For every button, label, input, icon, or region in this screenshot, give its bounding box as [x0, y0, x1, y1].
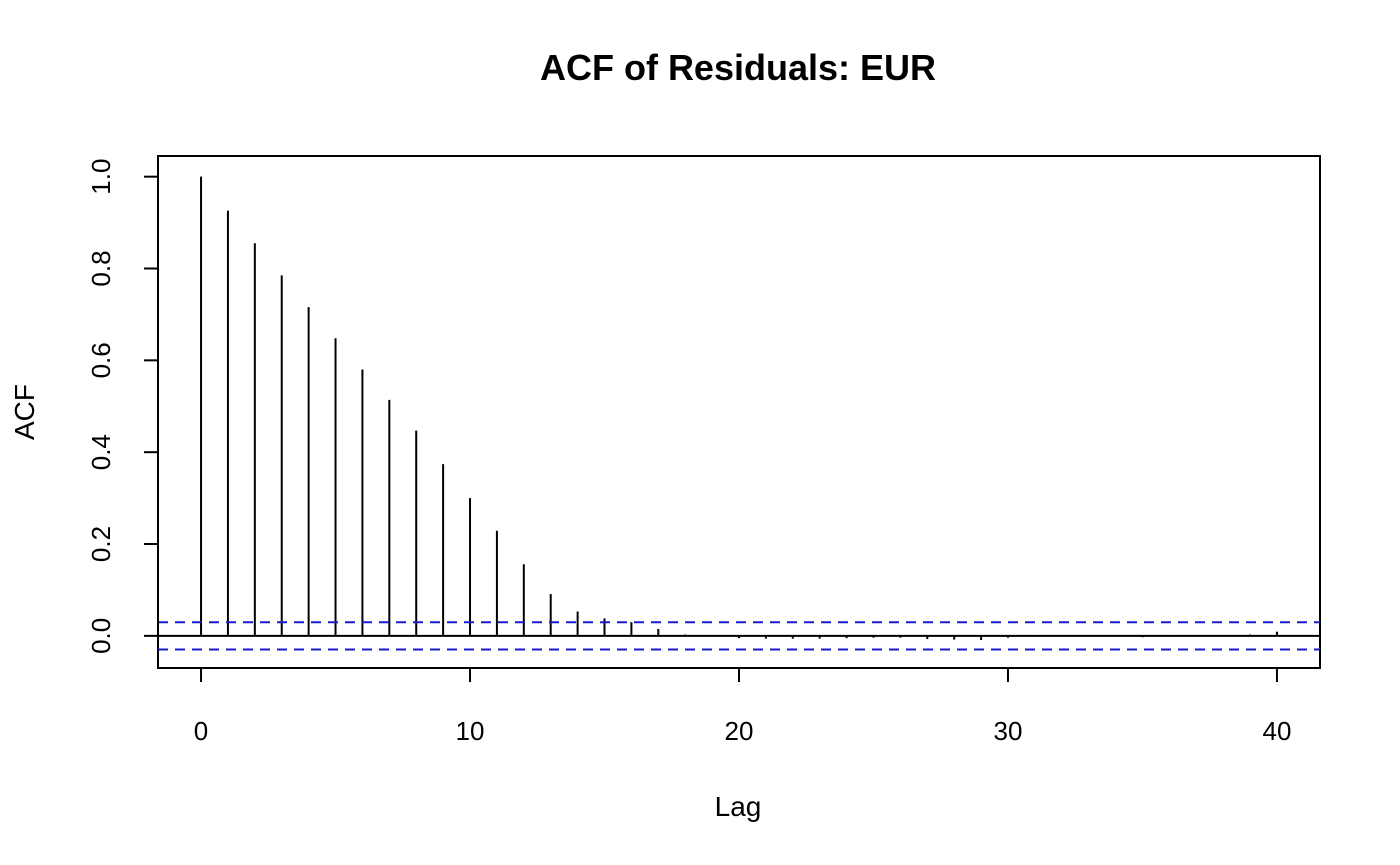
x-tick-label-40: 40 — [1263, 716, 1292, 746]
x-tick-label-10: 10 — [456, 716, 485, 746]
y-tick-label-0.0: 0.0 — [86, 618, 116, 654]
x-axis-label: Lag — [715, 791, 762, 822]
y-tick-label-0.8: 0.8 — [86, 250, 116, 286]
y-tick-label-0.4: 0.4 — [86, 434, 116, 470]
y-axis: 0.0 0.2 0.4 0.6 0.8 1.0 — [86, 159, 159, 654]
y-axis-label: ACF — [9, 384, 40, 440]
y-tick-label-0.6: 0.6 — [86, 342, 116, 378]
x-axis: 0 10 20 30 40 — [194, 667, 1292, 746]
x-tick-label-0: 0 — [194, 716, 208, 746]
y-tick-label-1.0: 1.0 — [86, 159, 116, 195]
x-tick-label-20: 20 — [725, 716, 754, 746]
reference-lines — [158, 621, 1320, 651]
x-tick-label-30: 30 — [994, 716, 1023, 746]
y-tick-label-0.2: 0.2 — [86, 526, 116, 562]
plot-frame — [157, 155, 1321, 669]
acf-bars — [200, 176, 1278, 640]
chart-title: ACF of Residuals: EUR — [540, 47, 936, 88]
